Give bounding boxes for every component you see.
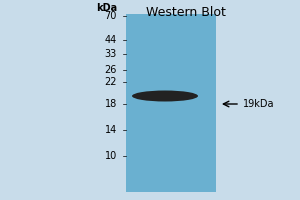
Text: 10: 10: [105, 151, 117, 161]
Text: Western Blot: Western Blot: [146, 6, 226, 19]
Text: 19kDa: 19kDa: [243, 99, 274, 109]
Text: 14: 14: [105, 125, 117, 135]
Bar: [126, 14, 216, 192]
Text: 22: 22: [104, 77, 117, 87]
Text: 18: 18: [105, 99, 117, 109]
Text: 70: 70: [105, 11, 117, 21]
Text: kDa: kDa: [96, 3, 117, 13]
Text: 44: 44: [105, 35, 117, 45]
Text: 33: 33: [105, 49, 117, 59]
Text: 26: 26: [105, 65, 117, 75]
Ellipse shape: [132, 90, 198, 102]
